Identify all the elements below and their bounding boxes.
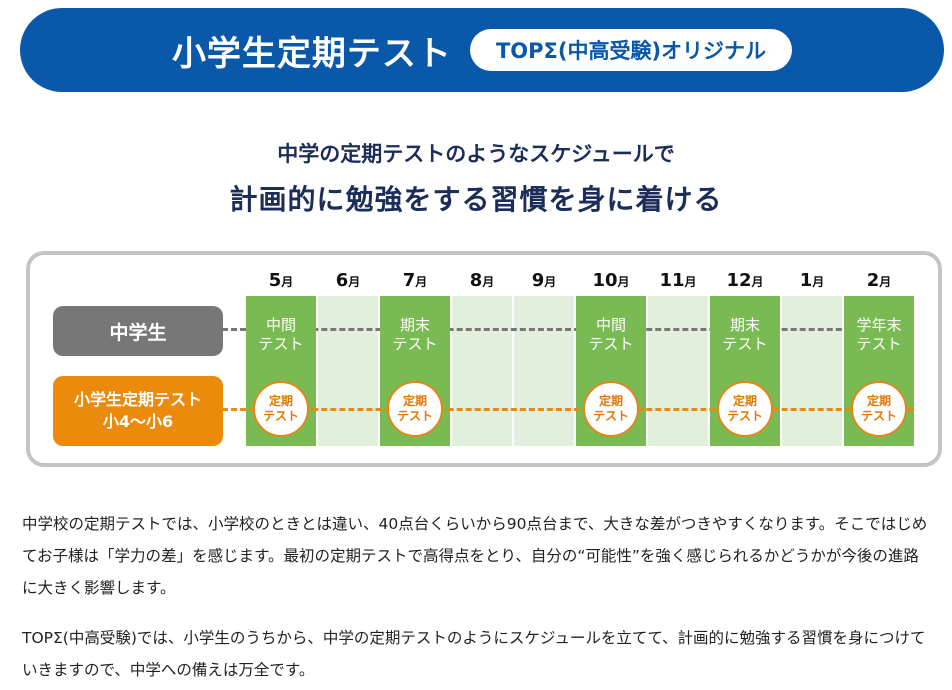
test-label-line1: 中間	[595, 316, 626, 334]
month-label: 9月	[514, 270, 574, 291]
test-label-line2: テスト	[722, 335, 768, 353]
month-suffix: 月	[482, 275, 495, 289]
junior-high-test-label: 学年末 テスト	[844, 316, 914, 360]
month-label: 2月	[844, 270, 914, 291]
month-column	[648, 296, 708, 446]
month-number: 5	[268, 270, 282, 291]
badge-line1: 定期	[732, 394, 757, 408]
month-column	[782, 296, 842, 446]
month-number: 1	[799, 270, 813, 291]
test-label-line1: 中間	[265, 316, 296, 334]
headline-line2: 計画的に勉強をする習慣を身に着ける	[229, 183, 723, 216]
test-label-line2: テスト	[258, 335, 304, 353]
elementary-test-badge: 定期 テスト	[253, 381, 309, 437]
month-suffix: 月	[879, 275, 892, 289]
test-label-line1: 期末	[399, 316, 430, 334]
row-label-text: 小学生定期テスト	[73, 390, 202, 409]
badge-line1: 定期	[598, 394, 623, 408]
badge-line1: 定期	[866, 394, 891, 408]
row-label-elementary: 小学生定期テスト 小4〜小6	[53, 376, 223, 446]
month-number: 2	[866, 270, 880, 291]
month-suffix: 月	[812, 275, 825, 289]
badge-line1: 定期	[402, 394, 427, 408]
month-suffix: 月	[617, 275, 630, 289]
junior-high-test-label: 中間 テスト	[576, 316, 646, 360]
month-suffix: 月	[751, 275, 764, 289]
month-label: 5月	[246, 270, 316, 291]
month-label: 11月	[648, 270, 708, 291]
month-column	[452, 296, 512, 446]
banner-tag: TOPΣ(中高受験)オリジナル	[469, 29, 793, 71]
month-suffix: 月	[281, 275, 294, 289]
month-number: 7	[402, 270, 416, 291]
junior-high-dashed-line	[222, 328, 914, 331]
test-label-line1: 学年末	[856, 316, 902, 334]
month-label: 1月	[782, 270, 842, 291]
month-number: 8	[469, 270, 483, 291]
month-suffix: 月	[544, 275, 557, 289]
row-label-subtext: 小4〜小6	[102, 412, 174, 431]
month-number: 6	[335, 270, 349, 291]
badge-line2: テスト	[396, 409, 433, 423]
month-column	[514, 296, 574, 446]
badge-line2: テスト	[262, 409, 299, 423]
schedule-box	[26, 251, 942, 467]
month-label: 8月	[452, 270, 512, 291]
badge-line2: テスト	[726, 409, 763, 423]
month-suffix: 月	[348, 275, 361, 289]
badge-line2: テスト	[860, 409, 897, 423]
month-label: 12月	[710, 270, 780, 291]
row-label-text: 中学生	[109, 321, 167, 344]
elementary-test-badge: 定期 テスト	[583, 381, 639, 437]
banner-title: 小学生定期テスト	[171, 33, 452, 74]
badge-line1: 定期	[268, 394, 293, 408]
month-suffix: 月	[415, 275, 428, 289]
elementary-test-badge: 定期 テスト	[387, 381, 443, 437]
junior-high-test-label: 期末 テスト	[380, 316, 450, 360]
month-number: 10	[592, 270, 618, 291]
headline-line1: 中学の定期テストのようなスケジュールで	[277, 142, 675, 166]
body-paragraph-1: 中学校の定期テストでは、小学校のときとは違い、40点台くらいから90点台まで、大…	[22, 515, 928, 597]
badge-line2: テスト	[592, 409, 629, 423]
month-suffix: 月	[684, 275, 697, 289]
month-column	[318, 296, 378, 446]
month-label: 10月	[576, 270, 646, 291]
junior-high-test-label: 中間 テスト	[246, 316, 316, 360]
test-label-line2: テスト	[856, 335, 902, 353]
test-label-line2: テスト	[392, 335, 438, 353]
junior-high-test-label: 期末 テスト	[710, 316, 780, 360]
month-number: 9	[531, 270, 545, 291]
elementary-test-badge: 定期 テスト	[717, 381, 773, 437]
month-label: 6月	[318, 270, 378, 291]
month-number: 12	[726, 270, 752, 291]
elementary-test-badge: 定期 テスト	[851, 381, 907, 437]
month-number: 11	[659, 270, 685, 291]
elementary-dashed-line	[222, 408, 914, 411]
month-label: 7月	[380, 270, 450, 291]
body-paragraph-2: TOPΣ(中高受験)では、小学生のうちから、中学の定期テストのようにスケジュール…	[22, 629, 926, 679]
test-label-line2: テスト	[588, 335, 634, 353]
test-label-line1: 期末	[729, 316, 760, 334]
header-banner: 小学生定期テスト TOPΣ(中高受験)オリジナル	[20, 8, 944, 92]
row-label-junior-high: 中学生	[53, 306, 223, 356]
